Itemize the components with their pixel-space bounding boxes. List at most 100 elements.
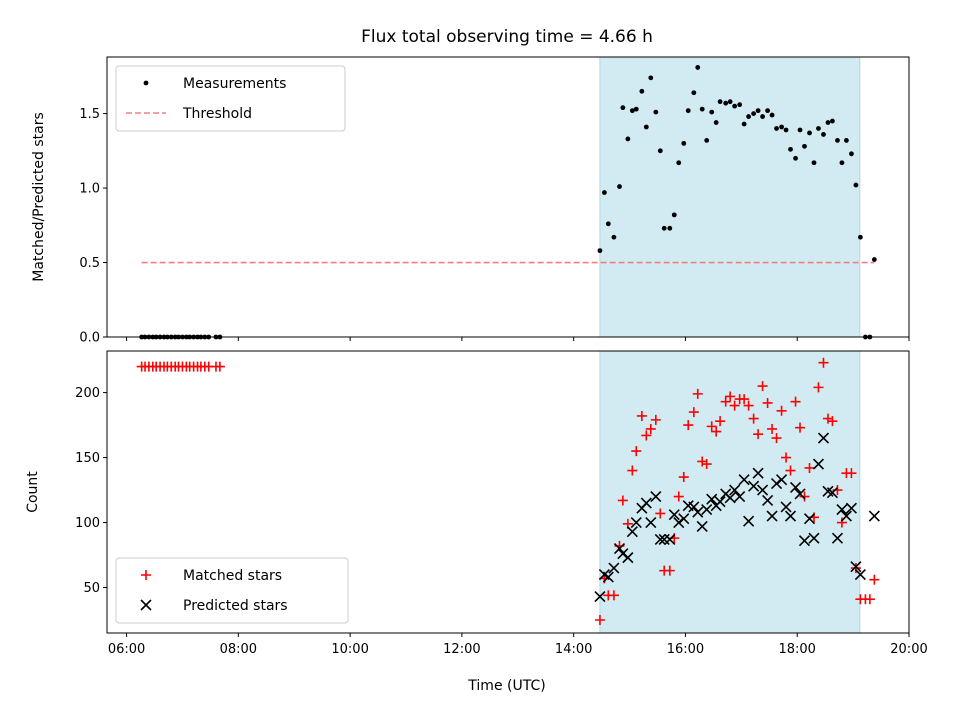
matched-star-marker [799, 491, 810, 502]
legend-label: Threshold [182, 106, 252, 122]
matched-star-marker [214, 361, 225, 372]
data-point [713, 120, 719, 125]
data-point [695, 65, 701, 70]
predicted-star-marker [798, 535, 811, 547]
matched-star-marker [762, 397, 773, 408]
data-point [685, 108, 691, 114]
data-point [657, 148, 663, 154]
data-point [699, 106, 705, 112]
predicted-star-marker [729, 484, 741, 496]
ratio-panel: 0.0 0.5 1.0 1.5 Measurements Threshold [79, 56, 910, 346]
legend-label: Matched stars [183, 568, 282, 584]
predicted-star-marker [650, 490, 662, 503]
data-point [830, 118, 835, 124]
legend: Matched stars Predicted stars [115, 557, 349, 624]
matched-star-marker [636, 410, 647, 421]
predicted-star-marker [668, 509, 680, 521]
x-tick-label: 10:00 [331, 642, 368, 657]
matched-star-marker [701, 459, 712, 470]
predicted-star-marker [766, 510, 778, 522]
matched-star-marker [673, 491, 684, 502]
matched-star-marker [850, 563, 861, 574]
matched-star-marker [771, 433, 782, 444]
matched-star-marker [706, 421, 717, 432]
matched-star-marker [692, 388, 703, 399]
data-point [871, 257, 877, 262]
data-point [667, 225, 673, 231]
data-point [625, 136, 631, 142]
data-point [797, 127, 803, 133]
data-point [857, 234, 863, 240]
matched-star-marker [645, 423, 656, 434]
legend: Measurements Threshold [115, 65, 346, 132]
data-point [732, 103, 738, 109]
data-point [835, 138, 840, 143]
predicted-star-marker [868, 510, 880, 522]
matched-star-marker [594, 615, 605, 626]
predicted-star-marker [630, 516, 642, 529]
data-point [727, 99, 733, 105]
data-point [853, 182, 859, 188]
count-panel: 50 100 150 200 06:00 08:00 10:00 12:00 14:00 16:0… [75, 350, 928, 657]
predicted-star-marker [688, 501, 700, 513]
predicted-star-marker [840, 510, 852, 522]
data-point [849, 151, 854, 157]
x-tick-label: 16:00 [667, 642, 704, 657]
predicted-star-marker [748, 480, 760, 492]
predicted-star-marker [743, 515, 755, 527]
predicted-star-marker [812, 458, 825, 470]
matched-star-marker [827, 416, 838, 427]
matched-star-marker [795, 422, 806, 433]
y-tick-label: 1.0 [79, 182, 100, 197]
predicted-star-marker [836, 503, 848, 516]
x-axis-label: Time (UTC) [467, 678, 545, 694]
matched-star-marker [641, 430, 652, 441]
matched-star-marker [650, 414, 661, 425]
matched-star-marker [631, 446, 642, 457]
predicted-star-marker [664, 533, 676, 545]
matched-star-marker [743, 400, 754, 411]
legend-box [115, 65, 346, 132]
data-point [769, 112, 775, 118]
predicted-star-marker [808, 532, 820, 544]
predicted-star-marker [714, 496, 726, 508]
x-tick-label: 08:00 [220, 642, 257, 657]
data-point [611, 234, 617, 240]
observing-span [599, 56, 861, 338]
data-point [807, 130, 812, 136]
axes-frame [106, 56, 910, 338]
data-point [676, 160, 682, 166]
predicted-star-marker [738, 474, 750, 486]
predicted-star-marker [831, 532, 844, 544]
matched-star-marker [846, 468, 857, 479]
data-point [681, 140, 687, 146]
predicted-star-marker [696, 520, 708, 533]
predicted-star-marker [692, 506, 704, 518]
data-point [639, 88, 645, 94]
matched-star-marker [720, 396, 731, 407]
data-point [709, 109, 715, 115]
x-tick-label: 06:00 [108, 642, 145, 657]
predicted-star-marker [780, 501, 792, 513]
chart-title: Flux total observing time = 4.66 h [361, 27, 653, 47]
matched-star-marker [683, 420, 694, 431]
matched-star-marker [753, 429, 764, 440]
predicted-star-marker [784, 510, 797, 522]
data-point [653, 109, 659, 115]
y-tick-label: 1.5 [79, 107, 100, 122]
data-point [755, 108, 761, 114]
predicted-star-marker [673, 516, 685, 529]
legend-plus-marker [141, 570, 151, 580]
matched-star-marker [748, 413, 759, 424]
matched-star-marker [711, 426, 722, 437]
matched-star-marker [655, 508, 666, 519]
data-point [793, 155, 798, 161]
predicted-star-marker [776, 474, 788, 486]
data-point [783, 127, 789, 133]
predicted-star-marker [817, 432, 830, 444]
y-axis-label-count: Count [25, 471, 41, 513]
predicted-star-marker [678, 513, 690, 525]
x-tick-label: 14:00 [555, 642, 592, 657]
data-point [717, 99, 723, 105]
